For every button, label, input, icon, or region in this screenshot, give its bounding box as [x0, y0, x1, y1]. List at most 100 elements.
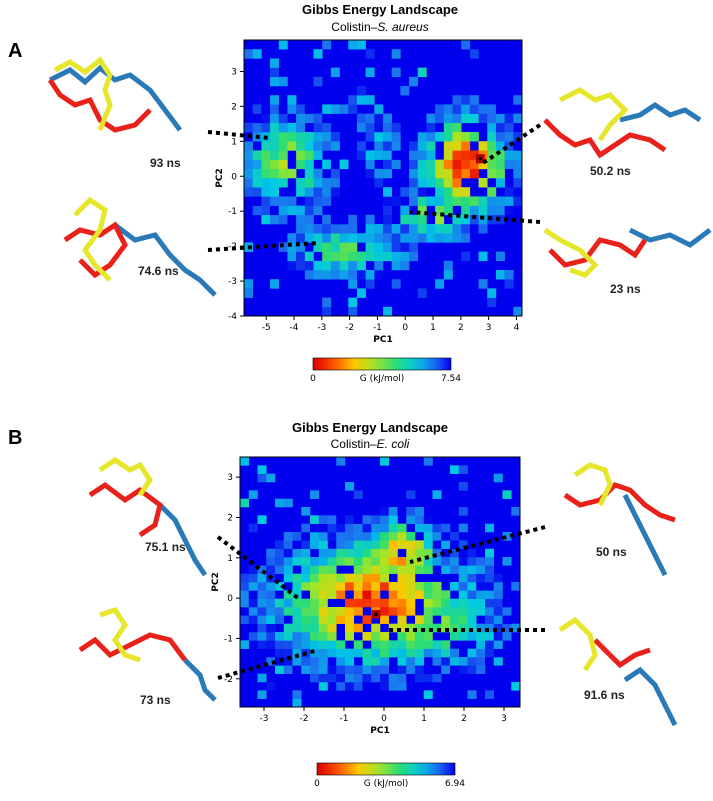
heatmap-bin — [388, 682, 398, 691]
heatmap-bin — [371, 573, 381, 583]
colorbar-max-label: 6.94 — [445, 779, 465, 789]
heatmap-bin — [432, 590, 442, 599]
heatmap-bin — [292, 640, 302, 649]
heatmap-bin — [423, 615, 433, 624]
heatmap-bin — [380, 507, 390, 516]
heatmap-bin — [266, 557, 276, 566]
heatmap-bin — [383, 168, 392, 179]
heatmap-bin — [330, 251, 340, 262]
heatmap-bin — [336, 532, 346, 541]
heatmap-bin — [467, 548, 477, 558]
molecule-snapshot-73ns — [78, 607, 217, 702]
heatmap-bin — [353, 532, 363, 541]
heatmap-bin — [266, 598, 276, 608]
heatmap-bin — [318, 565, 328, 574]
heatmap-bin — [469, 104, 479, 114]
heatmap-bin — [310, 657, 320, 666]
heatmap-bin — [266, 590, 276, 599]
heatmap-bin — [275, 498, 285, 508]
heatmap-bin — [362, 523, 372, 533]
heatmap-bin — [336, 515, 346, 524]
heatmap-bin — [365, 251, 375, 262]
heatmap-bin — [435, 132, 445, 142]
heatmap-bin — [322, 159, 332, 170]
colorbar-min-label: 0 — [310, 374, 316, 384]
heatmap-bin — [380, 532, 390, 541]
heatmap-bin — [275, 598, 285, 608]
heatmap-bin — [397, 673, 407, 683]
heatmap-bin — [353, 515, 363, 524]
heatmap-bin — [261, 113, 271, 124]
heatmap-bin — [304, 104, 314, 114]
heatmap-bin — [287, 233, 297, 243]
heatmap-bin — [400, 251, 410, 262]
heatmap-bin — [296, 178, 306, 188]
heatmap-bin — [513, 113, 523, 124]
heatmap-bin — [467, 615, 477, 624]
heatmap-bin — [400, 187, 410, 197]
heatmap-bin — [313, 150, 323, 160]
heatmap-bin — [336, 557, 346, 566]
heatmap-bin — [450, 607, 460, 616]
heatmap-bin — [252, 113, 262, 124]
heatmap-bin — [248, 632, 258, 641]
heatmap-bin — [283, 540, 293, 549]
heatmap-bin — [461, 205, 471, 216]
heatmap-bin — [374, 122, 384, 133]
heatmap-bin — [257, 565, 267, 574]
heatmap-bin — [278, 168, 288, 179]
heatmap-bin — [327, 565, 337, 574]
heatmap-bin — [296, 122, 306, 133]
heatmap-bin — [283, 657, 293, 666]
heatmap-bin — [353, 565, 363, 574]
heatmap-bin — [452, 196, 462, 206]
heatmap-bin — [476, 573, 486, 583]
heatmap-bin — [353, 590, 363, 599]
heatmap-bin — [467, 623, 477, 633]
heatmap-bin — [441, 532, 451, 541]
heatmap-bin — [270, 104, 280, 114]
heatmap-bin — [336, 665, 346, 674]
heatmap-bin — [257, 598, 267, 608]
heatmap-bin — [504, 141, 514, 151]
heatmap-bin — [415, 582, 425, 591]
heatmap-bin — [318, 582, 328, 591]
heatmap-bin — [356, 150, 366, 160]
heatmap-bin — [495, 150, 505, 160]
heatmap-bin — [371, 540, 381, 549]
heatmap-bin — [383, 159, 392, 170]
heatmap-bin — [443, 122, 453, 133]
heatmap-bin — [441, 615, 451, 624]
heatmap-bin — [443, 233, 453, 243]
heatmap-bin — [388, 598, 398, 608]
heatmap-bin — [348, 224, 358, 234]
heatmap-bin — [391, 224, 401, 234]
heatmap-bin — [415, 590, 425, 599]
heatmap-bin — [322, 251, 332, 262]
heatmap-bin — [336, 640, 346, 649]
heatmap-bin — [415, 615, 425, 624]
heatmap-bin — [397, 657, 407, 666]
heatmap-bin — [493, 648, 503, 658]
heatmap-bin — [275, 548, 285, 558]
heatmap-bin — [415, 540, 425, 549]
heatmap-bin — [270, 279, 280, 289]
heatmap-bin — [380, 582, 390, 591]
x-tick-label: -5 — [262, 323, 271, 333]
heatmap-bin — [458, 557, 468, 566]
heatmap-bin — [423, 648, 433, 658]
heatmap-bin — [485, 565, 495, 574]
heatmap-bin — [252, 205, 262, 216]
heatmap-bin — [487, 297, 497, 308]
heatmap-bin — [371, 640, 381, 649]
heatmap-bin — [487, 104, 497, 114]
heatmap-bin — [362, 515, 372, 524]
y-tick-label: 3 — [231, 67, 237, 77]
heatmap-bin — [304, 196, 314, 206]
heatmap-bin — [362, 532, 372, 541]
heatmap-bin — [278, 132, 288, 142]
heatmap-bin — [330, 150, 340, 160]
heatmap-bin — [322, 187, 332, 197]
heatmap-bin — [362, 582, 372, 591]
heatmap-bin — [478, 279, 488, 289]
